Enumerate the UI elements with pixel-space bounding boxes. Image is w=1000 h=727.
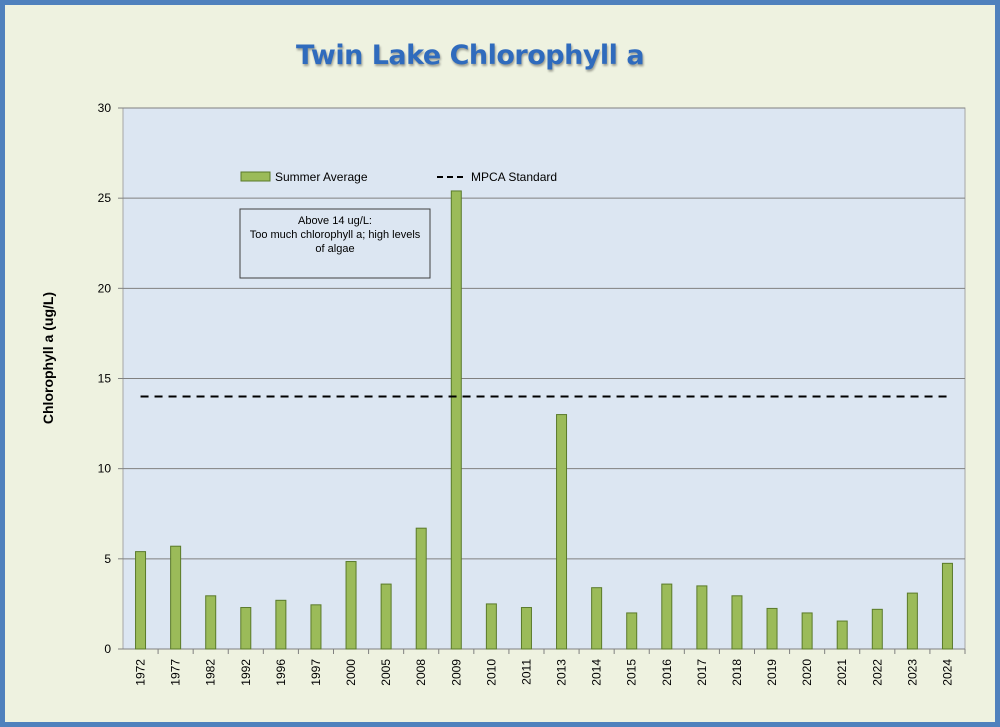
legend-swatch-summer-average bbox=[240, 171, 271, 182]
bar-2016 bbox=[661, 583, 673, 650]
bar-2017 bbox=[696, 585, 708, 650]
x-tick-label: 2024 bbox=[940, 659, 954, 686]
x-tick-label: 2014 bbox=[590, 659, 604, 686]
y-tick-labels: 0 5 10 15 20 25 30 bbox=[98, 101, 112, 656]
x-tick-label: 1997 bbox=[309, 659, 323, 686]
bar-1972 bbox=[135, 551, 147, 650]
bar-2019 bbox=[766, 607, 778, 650]
x-tick-label: 1992 bbox=[239, 659, 253, 686]
x-tick-label: 2005 bbox=[379, 659, 393, 686]
x-tick-label: 1977 bbox=[169, 659, 183, 686]
x-tick-label: 2023 bbox=[905, 659, 919, 686]
bars bbox=[135, 190, 953, 650]
bar-2010 bbox=[485, 603, 497, 650]
x-tick-labels: 1972 1977 1982 1992 1996 1997 2000 2005 2008 2009… bbox=[134, 649, 966, 686]
x-tick-label: 2017 bbox=[695, 659, 709, 686]
bar-2018 bbox=[731, 595, 743, 650]
bar-2023 bbox=[906, 592, 918, 650]
bar-2014 bbox=[591, 587, 603, 650]
legend-label-summer-average: Summer Average bbox=[275, 170, 368, 184]
x-tick-label: 2021 bbox=[835, 659, 849, 686]
y-tick-label: 15 bbox=[98, 372, 112, 386]
bar-2021 bbox=[836, 620, 848, 650]
y-tick-label: 30 bbox=[98, 101, 112, 115]
annotation-line: Too much chlorophyll a; high levels bbox=[250, 229, 421, 241]
annotation-line: Above 14 ug/L: bbox=[298, 215, 372, 227]
bar-2011 bbox=[520, 607, 532, 650]
x-tick-label: 2016 bbox=[660, 659, 674, 686]
x-tick-label: 2022 bbox=[870, 659, 884, 686]
bar-2020 bbox=[801, 612, 813, 650]
annotation-line: of algae bbox=[315, 243, 354, 255]
annotation-box: Above 14 ug/L: Too much chlorophyll a; h… bbox=[239, 208, 431, 279]
x-tick-label: 2015 bbox=[625, 659, 639, 686]
bar-2008 bbox=[415, 527, 427, 650]
bar-1996 bbox=[275, 599, 287, 650]
x-tick-label: 2009 bbox=[449, 659, 463, 686]
bar-2000 bbox=[345, 561, 357, 650]
y-tick-label: 25 bbox=[98, 191, 112, 205]
x-tick-label: 2010 bbox=[484, 659, 498, 686]
x-tick-label: 1982 bbox=[204, 659, 218, 686]
bar-2013 bbox=[556, 414, 568, 650]
chart-title: Twin Lake Chlorophyll a bbox=[295, 40, 645, 71]
x-tick-label: 2000 bbox=[344, 659, 358, 686]
y-tick-label: 0 bbox=[104, 642, 111, 656]
bar-2009 bbox=[450, 190, 462, 650]
bar-2005 bbox=[380, 583, 392, 650]
bar-2022 bbox=[871, 608, 883, 650]
x-tick-label: 2013 bbox=[555, 659, 569, 686]
x-tick-label: 2011 bbox=[519, 659, 533, 685]
x-tick-label: 2018 bbox=[730, 659, 744, 686]
bar-1997 bbox=[310, 604, 322, 650]
bar-1982 bbox=[205, 595, 217, 650]
bar-1992 bbox=[240, 607, 252, 650]
x-tick-label: 2020 bbox=[800, 659, 814, 686]
y-tick-label: 20 bbox=[98, 281, 112, 295]
bar-2024 bbox=[941, 562, 953, 650]
x-tick-label: 1996 bbox=[274, 659, 288, 686]
annotation-border bbox=[239, 208, 431, 279]
bar-2015 bbox=[626, 612, 638, 650]
y-tick-label: 10 bbox=[98, 462, 112, 476]
x-tick-label: 1972 bbox=[134, 659, 148, 686]
y-tick-label: 5 bbox=[104, 552, 111, 566]
x-tick-label: 2008 bbox=[414, 659, 428, 686]
legend: Summer Average MPCA Standard bbox=[240, 170, 557, 184]
legend-label-mpca-standard: MPCA Standard bbox=[471, 170, 557, 184]
x-tick-label: 2019 bbox=[765, 659, 779, 686]
bar-1977 bbox=[170, 545, 182, 650]
